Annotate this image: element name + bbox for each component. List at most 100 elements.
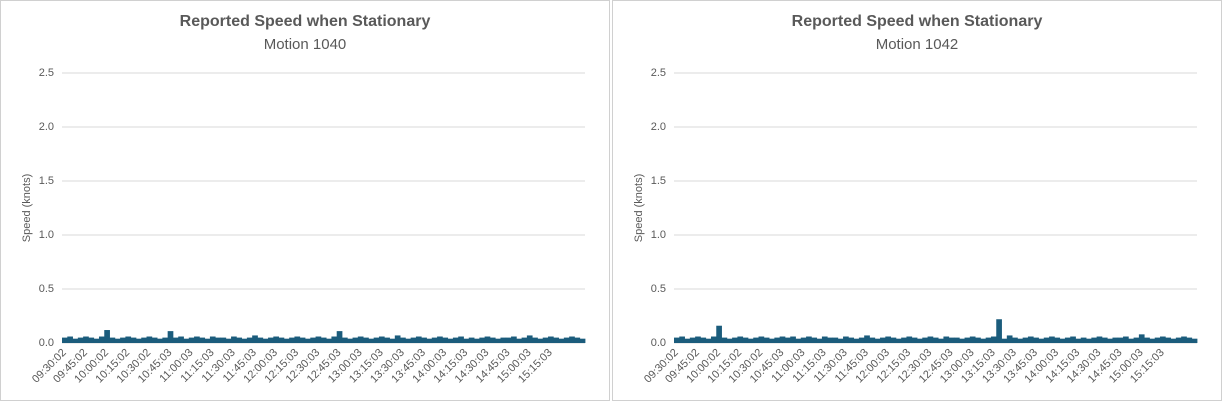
bar [732,337,738,343]
bar [1128,338,1135,343]
bar [421,337,427,343]
bar [98,336,105,343]
bar [468,337,475,343]
bar [679,336,685,343]
y-tick-label: 2.0 [39,121,54,133]
bar [495,338,501,343]
bar [869,337,876,343]
bar [384,337,390,343]
bar [188,337,195,343]
bar [120,337,126,343]
bar [273,336,279,343]
bar [357,336,364,343]
bar [837,338,844,343]
panel [612,0,1222,401]
y-tick-label: 0.0 [39,337,54,349]
bar [769,338,775,343]
bar [747,338,754,343]
bar [1017,338,1024,343]
bar [400,337,406,343]
bar [753,337,759,343]
y-axis-label: Speed (knots) [633,174,645,242]
bar [537,338,544,343]
bar [716,325,722,343]
bar [479,337,486,343]
bar [1012,337,1018,343]
bar [194,336,200,343]
bar [135,338,142,343]
bar [1186,337,1193,343]
bar [975,337,981,343]
bar [1086,338,1092,343]
bar [674,337,680,343]
bar [532,337,538,343]
chart-title: Reported Speed when Stationary [792,13,1043,30]
bar [458,336,464,343]
bar [806,336,812,343]
bar [474,338,480,343]
bar [1181,336,1187,343]
bar [779,336,786,343]
bar [315,336,322,343]
bar [726,338,733,343]
bar [742,337,749,343]
bar [262,338,269,343]
bar [452,337,459,343]
bar [853,338,860,343]
bar [410,337,417,343]
bar [1059,338,1066,343]
bar [215,337,221,343]
bar [426,338,433,343]
chart-subtitle: Motion 1042 [876,36,959,53]
bar [437,336,443,343]
bar [257,337,264,343]
bar [146,336,153,343]
bar [405,338,412,343]
bar [790,336,796,343]
y-tick-label: 2.5 [651,67,666,79]
bar [1054,337,1061,343]
bar [542,337,549,343]
bar [969,336,976,343]
bar [178,336,184,343]
bar [948,337,955,343]
bar [763,337,770,343]
bar [431,337,438,343]
bar [832,337,839,343]
bar [737,336,744,343]
bar [574,337,581,343]
y-tick-label: 2.0 [651,121,666,133]
bar [141,337,147,343]
bar [990,336,997,343]
bar [268,337,274,343]
bar [331,336,338,343]
y-tick-label: 1.0 [39,229,54,241]
bar [1033,337,1039,343]
bar [1091,337,1098,343]
bar [1038,338,1045,343]
bar [684,338,691,343]
bar [1070,336,1076,343]
bar [1107,338,1113,343]
bar [220,337,227,343]
bar [911,337,918,343]
bar [721,337,728,343]
bar [363,337,369,343]
chart-title: Reported Speed when Stationary [180,13,431,30]
bar [795,338,802,343]
bar [389,338,396,343]
bar [1144,337,1150,343]
bar [1001,338,1008,343]
bar [1006,335,1013,343]
bar [821,336,828,343]
bar [864,335,870,343]
bar [130,337,137,343]
bar [848,337,855,343]
bar [932,337,939,343]
bar [162,337,169,343]
bar [77,337,84,343]
bar [125,336,132,343]
bar [906,336,913,343]
bar [447,338,454,343]
